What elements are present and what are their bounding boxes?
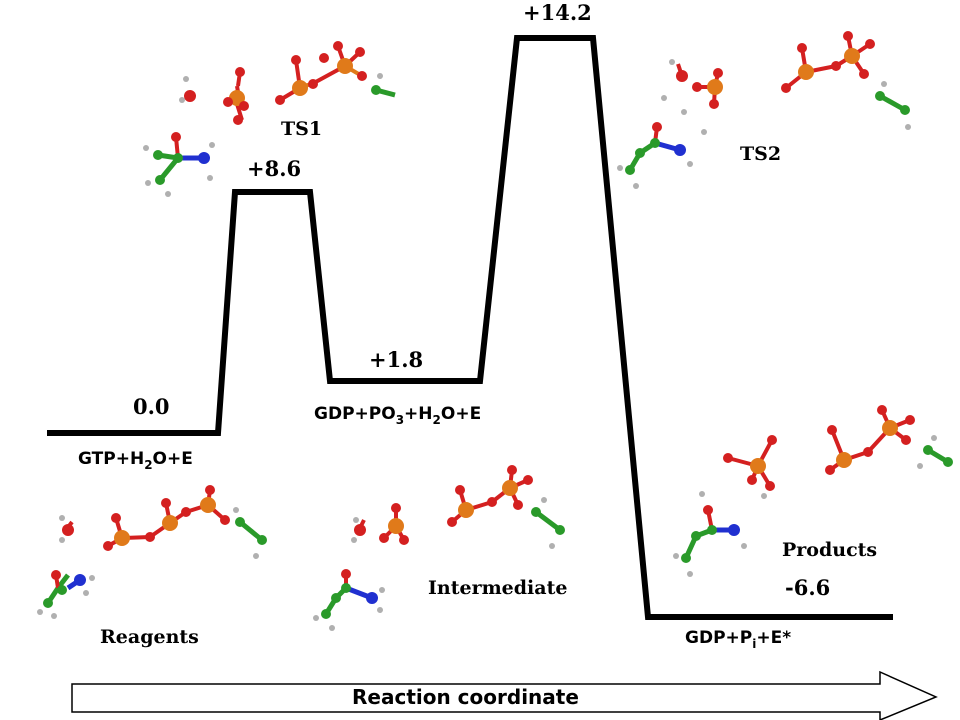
energy-label-ts2: +14.2 xyxy=(523,0,592,25)
formula-products: GDP+Pi+E* xyxy=(685,628,791,651)
molecule-intermediate: Intermediate xyxy=(313,465,567,631)
energy-label-reagents: 0.0 xyxy=(133,394,170,419)
molecule-label-products: Products xyxy=(782,539,877,561)
energy-label-ts1: +8.6 xyxy=(247,156,301,181)
molecule-label-intermediate: Intermediate xyxy=(428,577,567,599)
molecule-products: Products xyxy=(673,405,953,577)
molecule-ts1: TS1 xyxy=(143,41,396,197)
molecule-reagents: Reagents xyxy=(37,485,267,648)
energy-label-products: -6.6 xyxy=(785,575,830,600)
energy-profile-line xyxy=(47,35,893,620)
formula-intermediate: GDP+PO3+H2O+E xyxy=(314,404,481,427)
reaction-coordinate-arrow: Reaction coordinate xyxy=(71,670,938,720)
molecule-label-ts2: TS2 xyxy=(740,143,781,165)
axis-label: Reaction coordinate xyxy=(352,685,579,709)
formula-reagents: GTP+H2O+E xyxy=(78,449,193,472)
molecule-label-reagents: Reagents xyxy=(100,626,199,648)
molecule-ts2: TS2 xyxy=(617,31,911,189)
molecule-label-ts1: TS1 xyxy=(281,118,322,140)
energy-label-intermediate: +1.8 xyxy=(369,347,423,372)
